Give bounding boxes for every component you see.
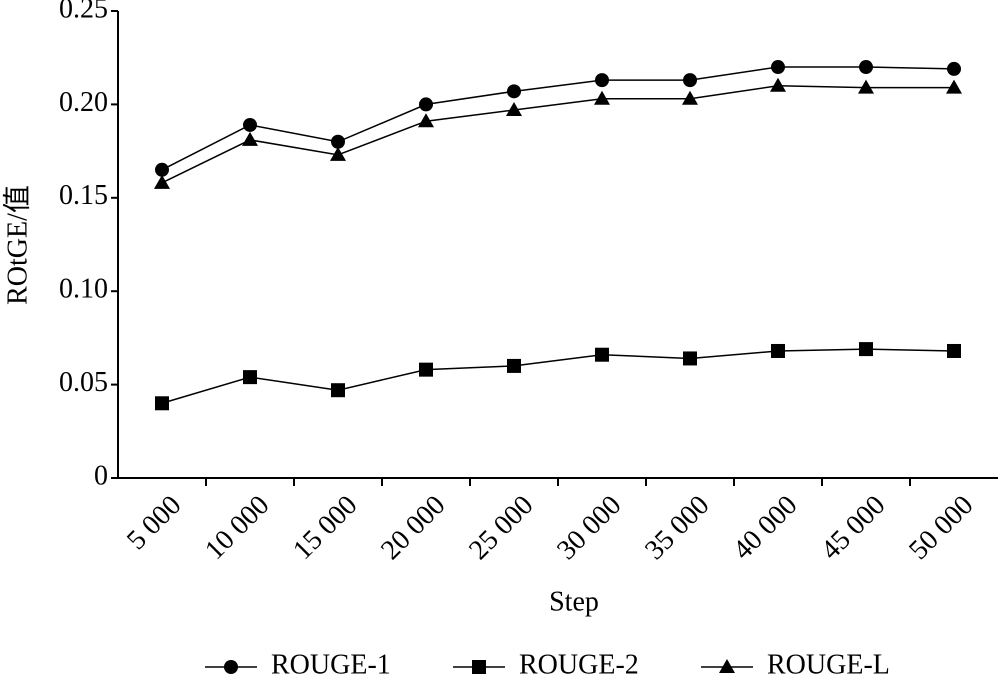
x-tick-label: 15 000 [287,490,363,566]
legend-label: ROUGE-L [767,649,890,680]
marker [947,61,961,76]
x-tick-label: 50 000 [903,490,979,566]
y-tick-label: 0.10 [59,274,108,305]
marker [331,383,345,398]
marker [506,102,522,117]
marker [331,134,345,149]
marker [419,97,433,112]
marker [858,79,874,94]
marker [946,79,962,94]
x-tick-label: 40 000 [727,490,803,566]
marker [594,90,610,105]
marker [771,60,785,75]
marker [155,396,169,411]
marker [243,370,257,385]
marker [859,60,873,75]
marker [595,73,609,88]
marker [683,351,697,366]
series-line [161,84,954,184]
marker [154,174,170,189]
x-tick-label: 45 000 [815,490,891,566]
marker [507,358,521,373]
y-tick-label: 0.15 [59,180,108,211]
y-axis-label: ROtGE/值 [1,185,33,305]
y-tick-label: 0.25 [59,0,108,24]
y-tick-label: 0.05 [59,367,108,398]
marker [947,343,961,358]
marker [859,342,873,357]
x-tick-label: 10 000 [199,490,275,566]
marker [224,660,238,674]
x-axis-label: Step [549,586,599,617]
marker [330,146,346,161]
marker [418,113,434,128]
x-tick-label: 35 000 [639,490,715,566]
marker [507,84,521,99]
x-tick-label: 30 000 [551,490,627,566]
marker [595,347,609,362]
marker [155,162,169,177]
legend-label: ROUGE-1 [271,649,391,680]
x-tick-label: 20 000 [375,490,451,566]
marker [770,77,786,92]
marker [242,131,258,146]
x-tick-label: 25 000 [463,490,539,566]
y-tick-label: 0.20 [59,87,108,118]
marker [771,343,785,358]
marker [419,362,433,377]
legend-label: ROUGE-2 [519,649,639,680]
marker [243,117,257,132]
y-tick-label: 0 [94,460,108,491]
marker [683,73,697,88]
series-line [161,348,955,404]
marker [682,90,698,105]
x-tick-label: 5 000 [121,490,187,556]
series-line [161,66,955,171]
marker [472,660,486,674]
marker [719,659,735,673]
